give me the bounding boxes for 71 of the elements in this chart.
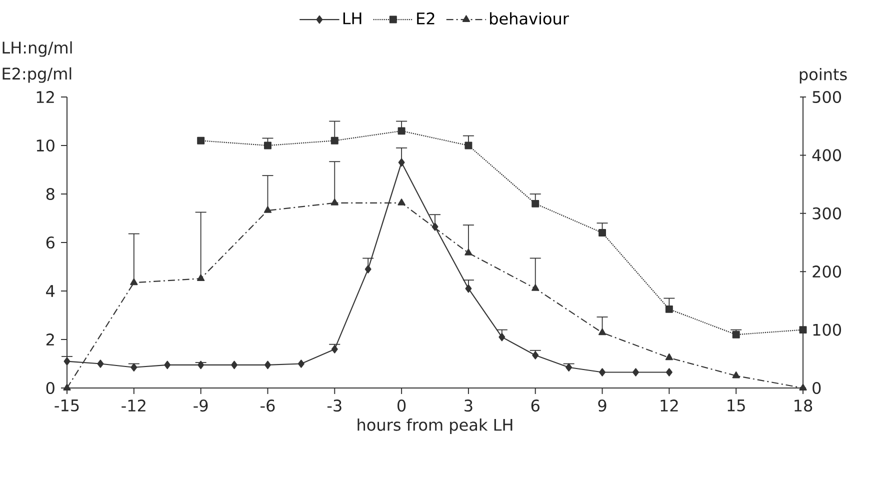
point [130,278,138,286]
x-tick-label: -3 [327,400,342,412]
y-tick-label: 4 [46,285,55,297]
point [598,229,606,237]
point [665,305,673,313]
y2-tick-label: 300 [812,207,842,220]
point [464,142,472,150]
point [632,368,639,376]
y2-tick-label: 100 [813,324,842,336]
y2-tick-label: 500 [812,90,842,104]
x-tick-label: -15 [54,400,79,412]
point [198,360,204,370]
x-tick-label: -12 [122,400,146,412]
y-tick-label: 6 [46,236,54,249]
point [598,328,606,336]
y-tick-label: 12 [36,91,54,103]
y-axis-title: LH:ng/ml E2:pg/ml [2,41,72,83]
x-tick-label: 3 [464,400,472,412]
point [532,284,540,291]
point [63,384,71,390]
point [732,371,740,378]
point [464,248,472,256]
y-tick-label: 10 [36,139,54,152]
point [97,360,104,368]
point [264,360,271,370]
point [64,357,70,366]
y-tick-label: 0 [46,382,54,394]
point [231,360,238,370]
point [330,136,338,144]
y2-tick-label: 200 [812,266,842,278]
point [130,363,138,372]
point [432,222,438,231]
point [498,332,506,342]
point [566,363,572,372]
y2-tick-label: 400 [812,149,842,162]
x-tick-label: 9 [598,400,606,412]
y-tick-label: 2 [46,334,54,346]
legend-label: LH [343,12,362,24]
point [398,158,405,167]
point [732,330,740,338]
point [197,136,205,144]
point [465,284,472,293]
point [264,142,272,150]
point [532,351,539,360]
x-tick-label: 12 [660,400,678,412]
x-tick-label: 15 [728,400,745,412]
point [298,360,304,368]
legend-label: E2 [417,12,434,24]
point [666,368,672,376]
point [364,265,372,274]
x-tick-label: 0 [398,400,406,412]
point [331,345,338,354]
legend-label: behaviour [490,12,569,25]
point [532,200,540,208]
y2-axis-title: points [800,68,847,84]
y2-tick-label: 0 [812,382,821,394]
point [599,368,606,376]
x-tick-label: -9 [194,400,208,412]
point [398,127,406,135]
point [196,274,205,282]
x-axis-title: hours from peak LH [358,418,512,434]
x-tick-label: 6 [531,400,540,412]
y-tick-label: 8 [46,188,54,200]
x-tick-label: 18 [794,400,812,412]
point [799,384,807,390]
x-tick-label: -6 [260,400,275,412]
point [164,360,171,370]
point [398,198,406,206]
point [330,198,338,206]
point [665,353,674,360]
point [264,206,272,213]
